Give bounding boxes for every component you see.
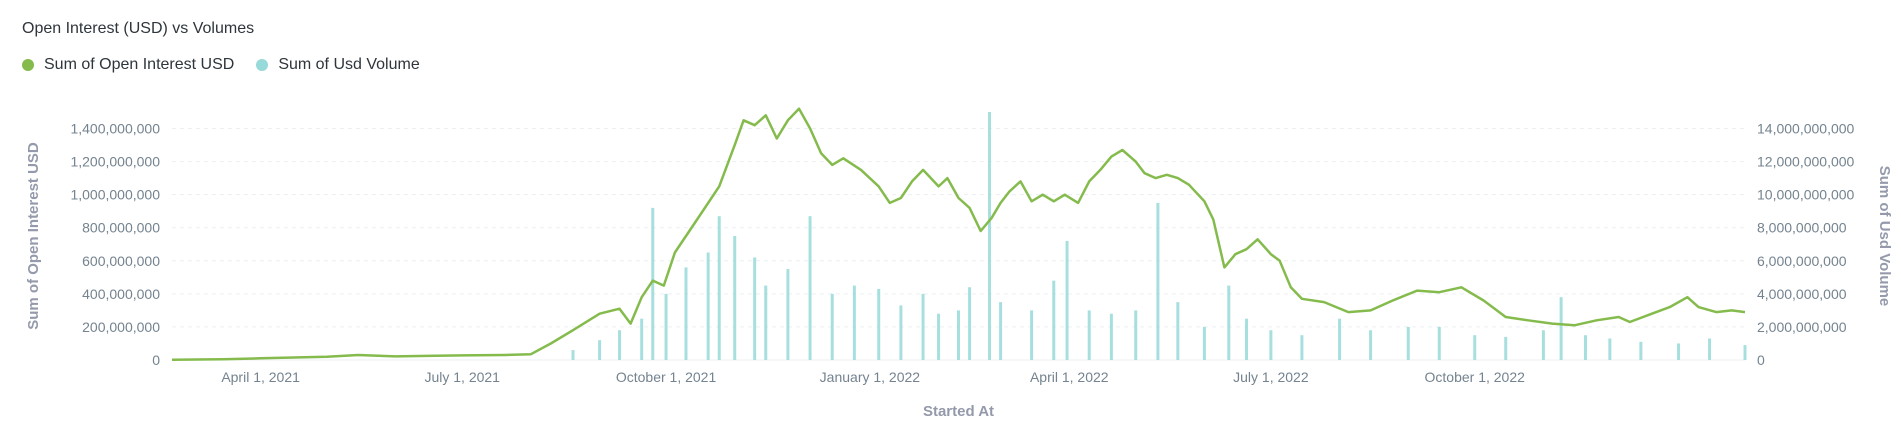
volume-bar	[733, 236, 737, 360]
volume-bar	[684, 267, 688, 360]
volume-bar	[717, 216, 721, 360]
volume-bar	[1300, 335, 1304, 360]
y-tick-label: 1,400,000,000	[70, 121, 160, 137]
volume-bar	[1677, 343, 1681, 360]
volume-bar	[921, 293, 925, 360]
legend-dot-open-interest	[22, 59, 34, 71]
y-tick-label: 0	[152, 352, 160, 368]
volume-bar	[830, 293, 834, 360]
legend-dot-usd-volume	[256, 59, 269, 71]
volume-bar	[1109, 313, 1113, 360]
volume-bar	[1065, 240, 1069, 360]
volume-bar	[852, 285, 856, 360]
y2-tick-label: 6,000,000,000	[1757, 253, 1847, 269]
y-tick-label: 600,000,000	[82, 253, 160, 269]
legend-label-usd-volume: Sum of Usd Volume	[278, 56, 420, 73]
open-interest-line	[171, 107, 1746, 361]
volume-bar	[753, 257, 757, 360]
x-tick-label: January 1, 2022	[820, 369, 921, 385]
y2-tick-label: 4,000,000,000	[1757, 286, 1847, 302]
volume-bar	[1504, 336, 1508, 360]
y-tick-label: 400,000,000	[82, 286, 160, 302]
volume-bar	[1052, 280, 1056, 360]
x-axis-title: Started At	[923, 403, 994, 420]
y2-tick-label: 14,000,000,000	[1757, 121, 1855, 137]
volume-bar	[786, 269, 790, 360]
volume-bar	[899, 305, 903, 360]
y2-tick-label: 0	[1757, 352, 1765, 368]
x-tick-label: July 1, 2022	[1233, 369, 1309, 385]
volume-bar	[1134, 310, 1138, 360]
volume-bar	[1437, 326, 1441, 360]
y2-tick-label: 8,000,000,000	[1757, 220, 1847, 236]
legend-item-usd-volume[interactable]: Sum of Usd Volume	[256, 56, 420, 74]
volume-bar	[1406, 326, 1410, 360]
volume-bar	[651, 207, 655, 360]
volume-bar	[999, 302, 1003, 360]
volume-bar	[1176, 302, 1180, 360]
volume-bar	[1202, 326, 1206, 360]
y2-tick-label: 2,000,000,000	[1757, 319, 1847, 335]
legend-item-open-interest[interactable]: Sum of Open Interest USD	[22, 56, 234, 74]
volume-bar	[968, 287, 972, 360]
volume-bar	[1608, 338, 1612, 360]
volume-bar	[1245, 318, 1249, 360]
volume-bar	[1156, 202, 1160, 360]
volume-bar	[598, 340, 602, 360]
y-tick-label: 200,000,000	[82, 319, 160, 335]
volume-bar	[957, 310, 960, 360]
volume-bar	[1087, 310, 1091, 360]
volume-bar	[1559, 297, 1563, 360]
x-tick-label: April 1, 2022	[1030, 369, 1109, 385]
volume-bar	[1541, 330, 1545, 360]
y2-tick-label: 12,000,000,000	[1757, 154, 1855, 170]
x-tick-label: July 1, 2021	[424, 369, 500, 385]
y2-axis-title: Sum of Usd Volume	[1876, 166, 1893, 307]
volume-bar	[1030, 310, 1034, 360]
chart-title: Open Interest (USD) vs Volumes	[22, 20, 255, 37]
volume-bar	[571, 350, 575, 360]
x-tick-label: October 1, 2021	[616, 369, 717, 385]
x-tick-label: October 1, 2022	[1425, 369, 1526, 385]
y-axis-title: Sum of Open Interest USD	[25, 142, 42, 330]
x-tick-label: April 1, 2021	[221, 369, 300, 385]
y-tick-label: 800,000,000	[82, 220, 160, 236]
volume-bar	[877, 288, 881, 360]
volume-bar	[1269, 330, 1273, 360]
y-tick-label: 1,200,000,000	[70, 154, 160, 170]
volume-bar	[1369, 330, 1373, 360]
volume-bar	[1583, 335, 1587, 360]
volume-bar	[937, 313, 941, 360]
volume-bar	[618, 330, 622, 360]
legend-label-open-interest: Sum of Open Interest USD	[44, 56, 235, 73]
volume-bar	[808, 216, 812, 360]
volume-bar	[706, 252, 710, 360]
volume-bar	[1708, 338, 1712, 360]
legend: Sum of Open Interest USD Sum of Usd Volu…	[22, 56, 420, 74]
y2-tick-label: 10,000,000,000	[1757, 187, 1855, 203]
volume-bar	[1639, 341, 1643, 360]
volume-bar	[1743, 345, 1747, 360]
volume-bar	[1227, 285, 1231, 360]
y-tick-label: 1,000,000,000	[70, 187, 160, 203]
volume-bar	[764, 285, 768, 360]
volume-bar	[1473, 335, 1477, 360]
volume-bar	[1338, 318, 1342, 360]
volume-bar	[640, 318, 644, 360]
volume-bar	[664, 293, 668, 360]
volume-bar	[988, 112, 992, 360]
